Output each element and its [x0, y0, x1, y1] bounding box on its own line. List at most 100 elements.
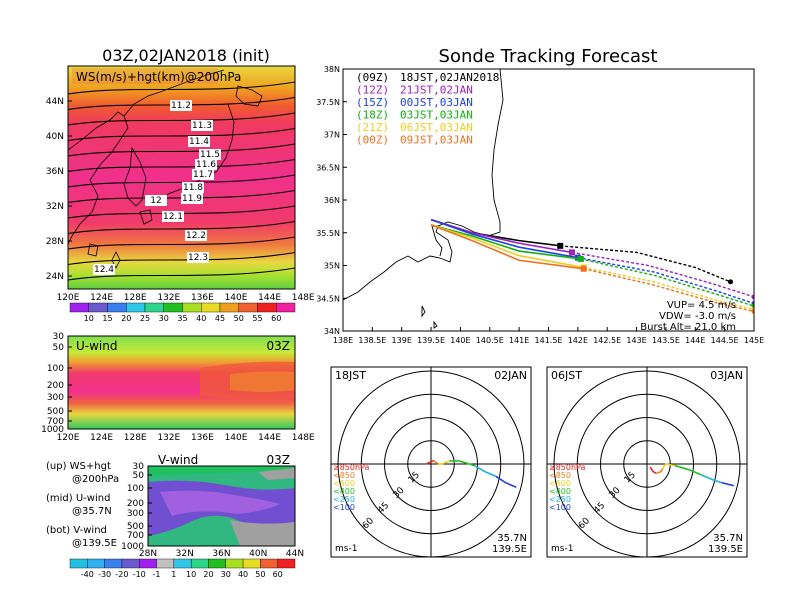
pressure-tick-label: 300: [127, 509, 144, 519]
hodograph-time: 06JST: [551, 369, 582, 382]
hodograph-segment: [495, 475, 506, 484]
launch-utc: (00Z): [356, 134, 389, 147]
hodograph-lat: 35.7N: [497, 533, 527, 544]
colorbar-swatch: [257, 302, 277, 313]
colorbar-label: 1: [171, 570, 176, 579]
forecast-tracks: [430, 218, 754, 314]
hodograph-segment: [690, 469, 702, 476]
lat-tick-label: 37N: [324, 131, 340, 140]
burst-marker: [568, 249, 575, 256]
track-ascent: [430, 224, 581, 260]
height-label-bg: [195, 159, 217, 170]
colorbar-swatch: [144, 302, 164, 313]
height-contour: [68, 143, 295, 157]
lon-tick-label: 139E: [392, 336, 412, 345]
launch-jst: 03JST,03JAN: [400, 109, 473, 122]
hodograph-lat: 35.7N: [713, 533, 743, 544]
level-label: <400: [333, 487, 355, 496]
hodograph-time: 18JST: [335, 369, 366, 382]
hodograph-segment: [474, 464, 486, 473]
colorbar-label: -20: [115, 570, 128, 579]
colorbar-swatch: [69, 558, 88, 569]
height-label: 12.2: [186, 231, 206, 241]
height-label-bg: [188, 136, 210, 147]
hodograph-segment: [721, 481, 734, 487]
height-label-bg: [191, 120, 213, 131]
hodograph-segment: [711, 478, 722, 484]
height-label-bg: [192, 169, 214, 180]
hodograph-segment: [505, 481, 517, 488]
colorbar-swatch: [121, 558, 140, 569]
hodograph-unit: ms-1: [551, 544, 573, 554]
height-label-bg: [187, 252, 209, 263]
lat-tick-label: 34.5N: [316, 294, 340, 303]
height-label: 12.4: [94, 265, 114, 275]
lon-tick-label: 144E: [258, 293, 281, 303]
colorbar-swatch: [163, 302, 183, 313]
colorbar-label: 30: [159, 314, 169, 323]
pressure-tick-label: 200: [47, 381, 64, 391]
track-ascent: [430, 224, 584, 269]
lat-tick-label: 36N: [212, 549, 230, 559]
height-contour: [68, 81, 295, 95]
burst-marker: [557, 242, 564, 249]
lat-tick-label: 32N: [176, 549, 194, 559]
colorbar-swatch: [182, 302, 202, 313]
height-contour: [68, 236, 295, 250]
height-label: 11.7: [193, 170, 213, 180]
colorbar-label: 60: [273, 570, 283, 579]
note-sub: @139.5E: [72, 538, 117, 549]
level-label: <250: [549, 495, 571, 504]
colorbar-label: -30: [98, 570, 111, 579]
height-label-bg: [162, 211, 184, 222]
pressure-tick-label: 50: [133, 471, 145, 481]
lat-tick-label: 24N: [46, 272, 64, 282]
u-wind-lon-ticks: 120E 124E 128E 132E 136E 140E 144E 148E: [57, 433, 315, 443]
hodograph-segment: [665, 463, 676, 467]
height-label: 11.4: [189, 137, 209, 147]
lon-tick-label: 132E: [157, 293, 180, 303]
launch-jst: 09JST,03JAN: [400, 134, 473, 147]
hodograph-segment: [700, 474, 713, 481]
colorbar-label: 40: [238, 570, 248, 579]
lon-tick-label: 141.5E: [535, 336, 563, 345]
level-label: <400: [549, 487, 571, 496]
note-sub: @200hPa: [72, 474, 119, 485]
colorbar-swatch: [69, 302, 89, 313]
pressure-tick-label: 100: [127, 484, 144, 494]
pressure-tick-label: 30: [133, 462, 145, 472]
lon-tick-label: 120E: [57, 433, 80, 443]
panel-title: 03Z,02JAN2018 (init): [102, 46, 270, 65]
lat-tick-label: 34N: [324, 327, 340, 336]
ws-map-lon-ticks: 120E 124E 128E 132E 136E 140E 144E 148E: [57, 293, 315, 303]
height-contour: [68, 267, 295, 281]
colorbar-swatch: [208, 558, 226, 569]
hodograph-segment: [649, 466, 654, 473]
lon-tick-label: 140E: [450, 336, 470, 345]
lon-tick-label: 144.5E: [711, 336, 739, 345]
height-label: 11.2: [171, 101, 191, 111]
lat-tick-label: 35N: [324, 262, 340, 271]
lon-tick-label: 140.5E: [476, 336, 504, 345]
u-wind-frame: [67, 335, 296, 430]
height-label: 11.5: [200, 150, 220, 160]
forecast-coastline: [343, 69, 504, 329]
forecast-title: Sonde Tracking Forecast: [439, 46, 658, 67]
colorbar-swatch: [139, 558, 157, 569]
launch-utc: (09Z): [356, 71, 389, 84]
note-heading: (mid) U-wind: [46, 493, 110, 504]
colorbar-label: -40: [81, 570, 94, 579]
lat-tick-label: 35.5N: [316, 229, 340, 238]
lon-tick-label: 143E: [626, 336, 646, 345]
height-label-bg: [145, 195, 167, 206]
colorbar-swatch: [276, 302, 296, 313]
colorbar-swatch: [277, 558, 296, 569]
pressure-tick-label: 1000: [41, 425, 64, 435]
lon-tick-label: 141E: [509, 336, 529, 345]
height-label-bg: [170, 100, 192, 111]
lon-tick-label: 143.5E: [652, 336, 680, 345]
colorbar-label: 45: [215, 314, 225, 323]
hodograph-lon: 139.5E: [708, 544, 743, 555]
colorbar-label: -1: [153, 570, 161, 579]
